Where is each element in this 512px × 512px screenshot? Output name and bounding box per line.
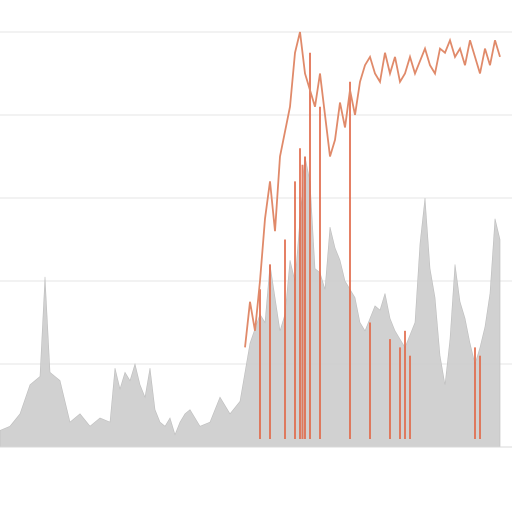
area-series — [0, 156, 501, 448]
area-fill — [0, 156, 501, 448]
series-line — [244, 31, 501, 348]
spike-marks — [259, 52, 481, 439]
line-series — [244, 31, 501, 348]
